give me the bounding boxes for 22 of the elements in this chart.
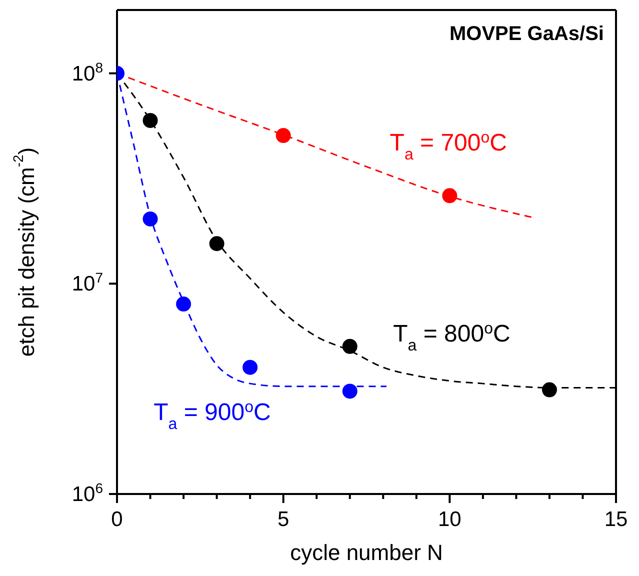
x-tick-label: 10	[438, 508, 462, 531]
x-axis-title: cycle number N	[290, 540, 443, 565]
point	[442, 188, 458, 204]
x-tick-label: 15	[604, 508, 628, 531]
point	[142, 112, 158, 128]
series-label: T$_{a}$ = 700$^{o}$C	[390, 128, 508, 163]
point	[142, 211, 158, 226]
series-label: T$_{a}$ = 800$^{o}$C	[393, 320, 510, 354]
point	[276, 128, 291, 144]
point	[242, 360, 258, 375]
point	[342, 338, 358, 354]
y-tick-label: 10$^{6}$	[72, 480, 104, 506]
point	[542, 382, 557, 398]
y-tick-label: 10$^{8}$	[72, 59, 104, 86]
y-tick-label: 10$^{7}$	[72, 270, 104, 296]
text: MOVPE GaAs/Si	[450, 23, 604, 45]
x-tick-label: 0	[111, 508, 123, 531]
point	[176, 296, 192, 312]
x-tick-label: 5	[277, 508, 290, 531]
point	[342, 384, 358, 399]
point	[209, 236, 224, 252]
series-label: T$_{a}$ = 900$^{o}$C	[154, 398, 271, 432]
